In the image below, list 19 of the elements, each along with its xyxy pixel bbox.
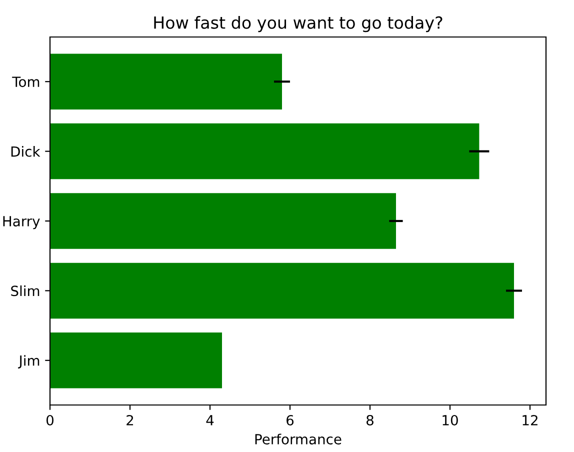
x-tick-label: 6 <box>286 414 294 426</box>
bar <box>50 123 480 180</box>
x-tick-label: 8 <box>366 414 374 426</box>
bar <box>50 193 396 249</box>
x-axis-title: Performance <box>255 434 342 444</box>
y-tick-label: Dick <box>11 146 40 157</box>
x-tick-label: 0 <box>46 414 54 426</box>
x-tick-label: 10 <box>442 414 458 426</box>
bar <box>50 54 282 110</box>
x-tick-label: 4 <box>206 415 214 426</box>
bar <box>50 332 222 388</box>
y-tick-label: Tom <box>12 76 40 88</box>
bar <box>50 262 514 319</box>
y-tick-label: Jim <box>18 355 40 368</box>
x-tick-label: 2 <box>126 414 134 426</box>
y-tick-label: Harry <box>3 216 40 230</box>
chart-title: How fast do you want to go today? <box>154 16 442 32</box>
y-tick-label: Slim <box>11 285 40 296</box>
x-tick-label: 12 <box>522 414 538 426</box>
